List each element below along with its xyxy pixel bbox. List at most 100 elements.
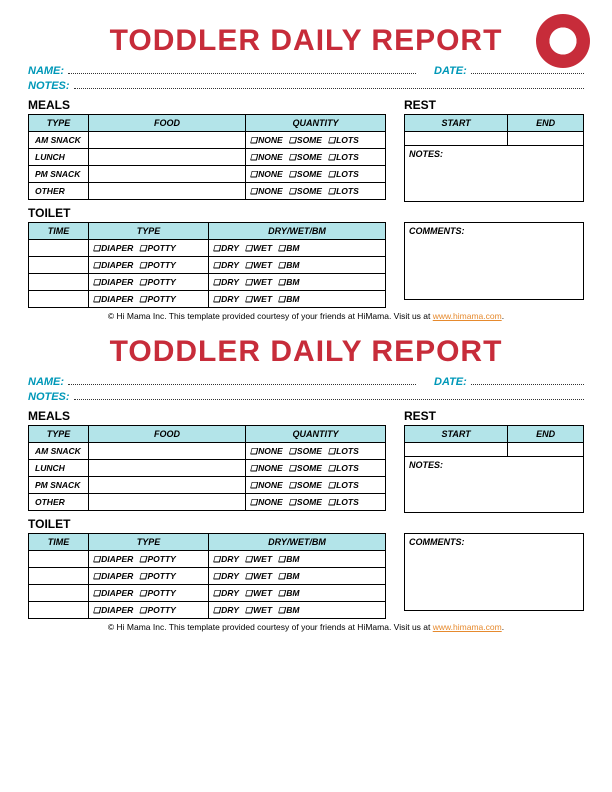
toilet-th-time: TIME [29, 223, 89, 240]
rest-end-cell[interactable] [508, 443, 584, 457]
rest-notes-box[interactable]: NOTES: [404, 457, 584, 513]
toilet-dry-cell[interactable]: ❏DRY❏WET❏BM [209, 602, 386, 619]
notes-line[interactable] [74, 390, 584, 400]
notes-row: NOTES: [28, 390, 584, 403]
toilet-table: TIMETYPEDRY/WET/BM❏DIAPER❏POTTY❏DRY❏WET❏… [28, 533, 386, 619]
meals-food-cell[interactable] [89, 149, 246, 166]
toilet-time-cell[interactable] [29, 568, 89, 585]
name-date-row: NAME: DATE: [28, 375, 584, 388]
report-title: TODDLER DAILY REPORT [28, 24, 584, 58]
toilet-dry-cell[interactable]: ❏DRY❏WET❏BM [209, 585, 386, 602]
meals-type-cell: AM SNACK [29, 132, 89, 149]
meals-type-cell: OTHER [29, 494, 89, 511]
name-line[interactable] [68, 375, 416, 385]
toilet-table: TIMETYPEDRY/WET/BM❏DIAPER❏POTTY❏DRY❏WET❏… [28, 222, 386, 308]
rest-end-cell[interactable] [508, 132, 584, 146]
rest-heading: REST [404, 409, 584, 423]
notes-row: NOTES: [28, 79, 584, 92]
comments-box[interactable]: COMMENTS: [404, 222, 584, 300]
meals-qty-cell[interactable]: ❏NONE❏SOME❏LOTS [246, 477, 386, 494]
date-label: DATE: [434, 65, 467, 77]
toilet-type-cell[interactable]: ❏DIAPER❏POTTY [89, 568, 209, 585]
meals-qty-cell[interactable]: ❏NONE❏SOME❏LOTS [246, 132, 386, 149]
footer-link[interactable]: www.himama.com [433, 311, 502, 321]
meals-type-cell: AM SNACK [29, 443, 89, 460]
meals-row: PM SNACK❏NONE❏SOME❏LOTS [29, 166, 386, 183]
date-label: DATE: [434, 376, 467, 388]
toilet-time-cell[interactable] [29, 602, 89, 619]
name-date-row: NAME: DATE: [28, 64, 584, 77]
notes-line[interactable] [74, 79, 584, 89]
report-title: TODDLER DAILY REPORT [28, 335, 584, 369]
name-line[interactable] [68, 64, 416, 74]
toilet-time-cell[interactable] [29, 551, 89, 568]
daily-report: TODDLER DAILY REPORT NAME: DATE: NOTES: MEAL… [28, 335, 584, 632]
toilet-type-cell[interactable]: ❏DIAPER❏POTTY [89, 257, 209, 274]
rest-start-cell[interactable] [405, 132, 508, 146]
comments-box[interactable]: COMMENTS: [404, 533, 584, 611]
toilet-time-cell[interactable] [29, 240, 89, 257]
toilet-th-dry: DRY/WET/BM [209, 534, 386, 551]
meals-th-type: TYPE [29, 115, 89, 132]
meals-food-cell[interactable] [89, 166, 246, 183]
toilet-heading: TOILET [28, 517, 386, 531]
rest-start-cell[interactable] [405, 443, 508, 457]
meals-qty-cell[interactable]: ❏NONE❏SOME❏LOTS [246, 149, 386, 166]
footer-link[interactable]: www.himama.com [433, 622, 502, 632]
toilet-row: ❏DIAPER❏POTTY❏DRY❏WET❏BM [29, 240, 386, 257]
toilet-time-cell[interactable] [29, 274, 89, 291]
meals-food-cell[interactable] [89, 477, 246, 494]
meals-qty-cell[interactable]: ❏NONE❏SOME❏LOTS [246, 183, 386, 200]
meals-type-cell: LUNCH [29, 460, 89, 477]
daily-report: TODDLER DAILY REPORT NAME: DATE: NOTES: MEAL… [28, 24, 584, 321]
toilet-time-cell[interactable] [29, 291, 89, 308]
meals-food-cell[interactable] [89, 183, 246, 200]
toilet-time-cell[interactable] [29, 257, 89, 274]
meals-row: AM SNACK ❏NONE❏SOME❏LOTS [29, 132, 386, 149]
meals-type-cell: OTHER [29, 183, 89, 200]
rest-notes-box[interactable]: NOTES: [404, 146, 584, 202]
meals-table: TYPEFOODQUANTITYAM SNACK❏NONE❏SOME❏LOTSL… [28, 114, 386, 200]
toilet-type-cell[interactable]: ❏DIAPER❏POTTY [89, 551, 209, 568]
rest-section: REST STARTENDNOTES: [404, 405, 584, 513]
toilet-dry-cell[interactable]: ❏DRY❏WET❏BM [209, 568, 386, 585]
meals-row: LUNCH❏NONE❏SOME❏LOTS [29, 149, 386, 166]
meals-th-food: FOOD [89, 115, 246, 132]
toilet-dry-cell[interactable]: ❏DRY❏WET❏BM [209, 257, 386, 274]
rest-table: STARTEND [404, 425, 584, 457]
meals-food-cell[interactable] [89, 132, 246, 149]
toilet-dry-cell[interactable]: ❏DRY❏WET❏BM [209, 291, 386, 308]
meals-section: MEALSTYPEFOODQUANTITYAM SNACK❏NONE❏SOME❏… [28, 405, 386, 513]
toilet-row: ❏DIAPER❏POTTY❏DRY❏WET❏BM [29, 257, 386, 274]
meals-qty-cell[interactable]: ❏NONE❏SOME❏LOTS [246, 166, 386, 183]
toilet-heading: TOILET [28, 206, 386, 220]
comments-spacer [404, 206, 584, 220]
date-field: DATE: [434, 375, 584, 388]
meals-qty-cell[interactable]: ❏NONE❏SOME❏LOTS [246, 460, 386, 477]
toilet-th-type: TYPE [89, 223, 209, 240]
meals-food-cell[interactable] [89, 494, 246, 511]
toilet-dry-cell[interactable]: ❏DRY❏WET❏BM [209, 274, 386, 291]
date-line[interactable] [471, 375, 584, 385]
toilet-type-cell[interactable]: ❏DIAPER❏POTTY [89, 585, 209, 602]
meals-type-cell: PM SNACK [29, 477, 89, 494]
rest-section: RESTSTARTENDNOTES: [404, 94, 584, 202]
toilet-type-cell[interactable]: ❏DIAPER❏POTTY [89, 274, 209, 291]
meals-qty-cell[interactable]: ❏NONE❏SOME❏LOTS [246, 443, 386, 460]
toilet-type-cell[interactable]: ❏DIAPER❏POTTY [89, 291, 209, 308]
name-label: NAME: [28, 376, 64, 388]
meals-food-cell[interactable] [89, 460, 246, 477]
notes-label: NOTES: [28, 391, 70, 403]
toilet-type-cell[interactable]: ❏DIAPER❏POTTY [89, 602, 209, 619]
meals-section: MEALSTYPEFOODQUANTITYAM SNACK❏NONE❏SOME❏… [28, 94, 386, 202]
rest-th-end: END [508, 115, 584, 132]
toilet-dry-cell[interactable]: ❏DRY❏WET❏BM [209, 551, 386, 568]
name-label: NAME: [28, 65, 64, 77]
toilet-type-cell[interactable]: ❏DIAPER❏POTTY [89, 240, 209, 257]
rest-th-start: START [405, 115, 508, 132]
meals-food-cell[interactable] [89, 443, 246, 460]
toilet-time-cell[interactable] [29, 585, 89, 602]
meals-qty-cell[interactable]: ❏NONE❏SOME❏LOTS [246, 494, 386, 511]
toilet-dry-cell[interactable]: ❏DRY❏WET❏BM [209, 240, 386, 257]
meals-table: TYPEFOODQUANTITYAM SNACK❏NONE❏SOME❏LOTSL… [28, 425, 386, 511]
